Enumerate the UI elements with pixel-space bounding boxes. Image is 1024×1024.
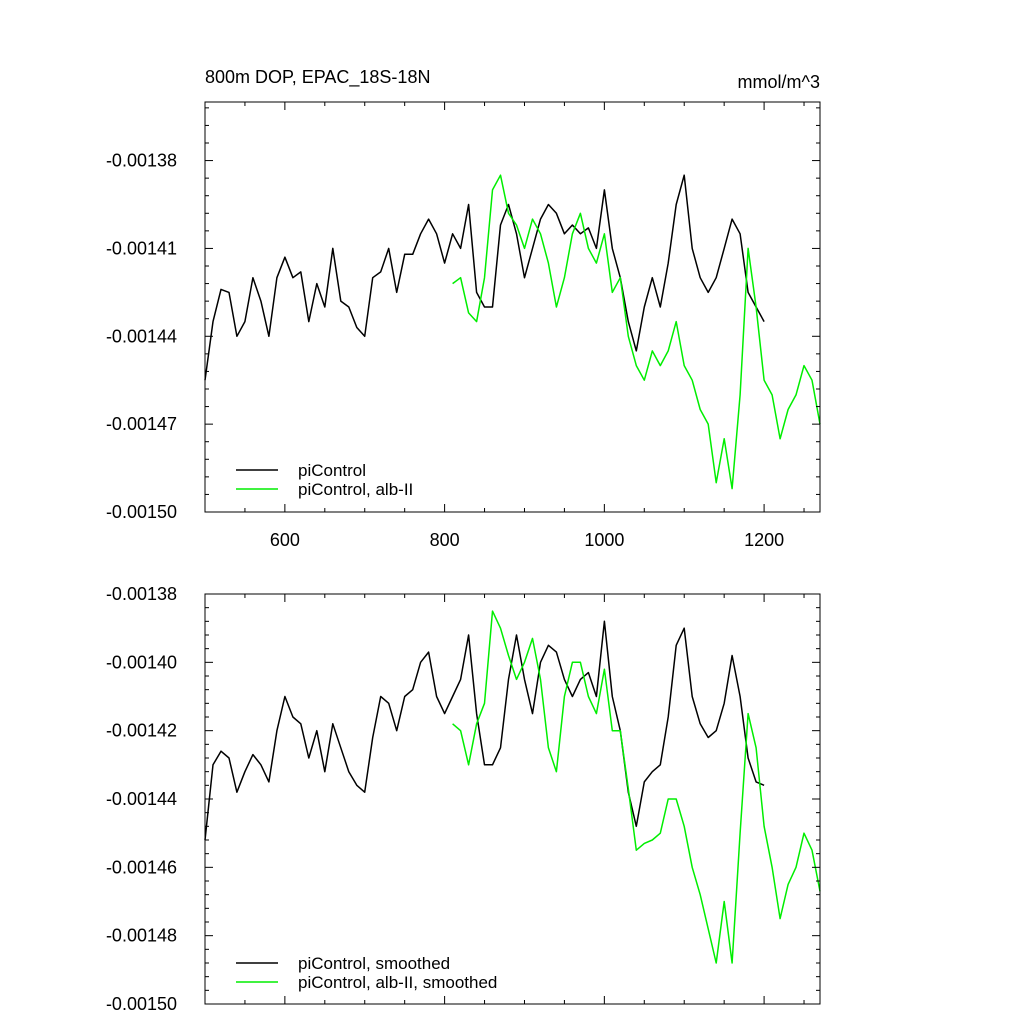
legend-label-picontrol: piControl (298, 461, 366, 480)
bottom-series-line-1 (452, 610, 821, 964)
top-series-line-0 (204, 174, 765, 381)
panel-title: 800m DOP, EPAC_18S-18N (205, 67, 430, 88)
legend-label-picontrol-smoothed: piControl, smoothed (298, 954, 450, 973)
units-label: mmol/m^3 (738, 72, 820, 92)
legend-label-alb-ii-smoothed: piControl, alb-II, smoothed (298, 973, 497, 992)
top-series-group (204, 174, 821, 490)
bottom-plot-frame (204, 593, 821, 1005)
bottom-panel: -0.00138 -0.00140 -0.00142 -0.00144 -0.00146… (106, 584, 821, 1014)
top-xtick-label-3: 1200 (744, 530, 784, 550)
bottom-ytick-label-4: -0.00146 (106, 857, 177, 877)
bottom-ytick-label-6: -0.00150 (106, 994, 177, 1014)
bottom-ytick-label-3: -0.00144 (106, 789, 177, 809)
legend-label-alb-ii: piControl, alb-II (298, 480, 413, 499)
bottom-series-line-0 (204, 620, 765, 841)
bottom-ytick-label-0: -0.00138 (106, 584, 177, 604)
top-panel: 800m DOP, EPAC_18S-18N mmol/m^3 600 800 10… (106, 67, 821, 550)
top-xtick-label-2: 1000 (584, 530, 624, 550)
top-ytick-label-3: -0.00147 (106, 414, 177, 434)
top-xtick-label-0: 600 (270, 530, 300, 550)
top-plot-frame (204, 101, 821, 513)
bottom-axes: -0.00138 -0.00140 -0.00142 -0.00144 -0.00146… (106, 584, 820, 1014)
bottom-ytick-label-2: -0.00142 (106, 721, 177, 741)
bottom-legend: piControl, smoothed piControl, alb-II, s… (236, 954, 497, 992)
top-xtick-label-1: 800 (430, 530, 460, 550)
top-ytick-label-1: -0.00141 (106, 238, 177, 258)
top-legend: piControl piControl, alb-II (236, 461, 413, 499)
top-series-line-1 (452, 174, 821, 490)
top-axes: 600 800 1000 1200 -0.00138 -0.00141 -0.00144 -0… (106, 102, 820, 550)
top-ytick-label-4: -0.00150 (106, 502, 177, 522)
top-ytick-label-0: -0.00138 (106, 151, 177, 171)
bottom-ytick-label-1: -0.00140 (106, 652, 177, 672)
bottom-series-group (204, 610, 821, 964)
bottom-ytick-label-5: -0.00148 (106, 926, 177, 946)
top-ytick-label-2: -0.00144 (106, 326, 177, 346)
